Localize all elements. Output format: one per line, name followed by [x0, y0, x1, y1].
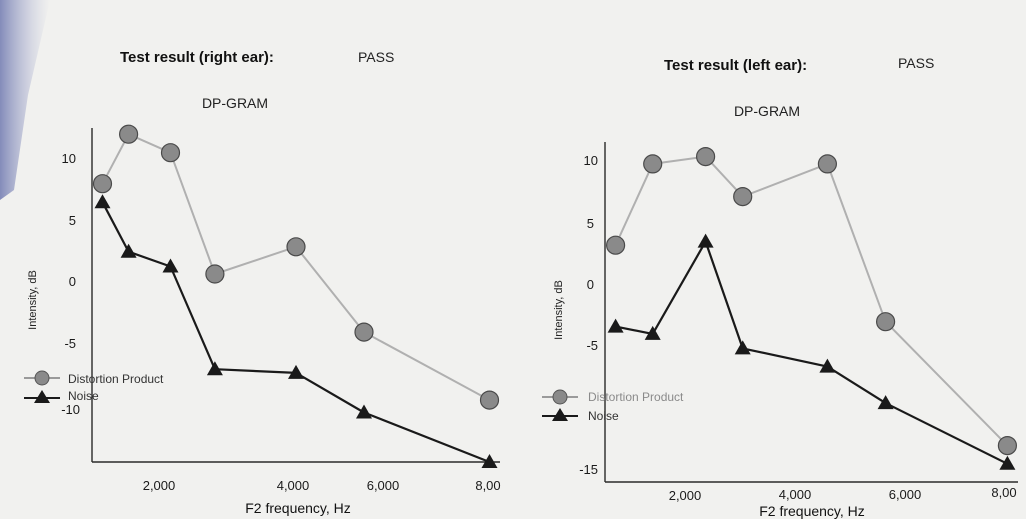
legend-marker-distortion [34, 370, 50, 386]
noise-point [120, 243, 137, 258]
x-axis-label-right: F2 frequency, Hz [245, 500, 351, 516]
distortion-point [733, 187, 753, 207]
distortion-point [997, 436, 1018, 456]
x-ticks-right: 2,000 4,000 6,000 8,00 [143, 478, 501, 493]
legend-marker-noise [34, 390, 50, 403]
noise-point [999, 455, 1016, 470]
x-tick-label: 2,000 [143, 478, 176, 493]
y-tick-label: 0 [69, 274, 76, 289]
y-tick-label: 5 [587, 216, 594, 231]
distortion-point [119, 124, 139, 144]
x-ticks-left: 2,000 4,000 6,000 8,00 [669, 485, 1017, 503]
x-axis-label-left: F2 frequency, Hz [759, 503, 865, 519]
noise-point [481, 454, 498, 468]
legend-label-noise: Noise [68, 389, 99, 403]
result-value-right: PASS [358, 49, 394, 65]
distortion-point [695, 147, 716, 167]
distortion-point [875, 312, 896, 332]
distortion-point [354, 322, 374, 342]
y-axis-label-right: Intensity, dB [27, 270, 39, 330]
distortion-point [286, 237, 306, 257]
legend-marker-distortion [552, 389, 568, 405]
noise-point [206, 361, 223, 376]
legend-label-noise: Noise [588, 409, 619, 423]
x-tick-label: 6,000 [367, 478, 400, 493]
legend-left: Distortion Product Noise [542, 389, 684, 423]
noise-point [94, 194, 111, 209]
legend-marker-noise [552, 408, 568, 421]
noise-point [607, 318, 624, 333]
legend-label-distortion: Distortion Product [588, 390, 684, 404]
result-label-right: Test result (right ear): [120, 49, 274, 66]
noise-point [734, 340, 751, 355]
result-value-left: PASS [898, 55, 934, 71]
x-tick-label: 4,000 [779, 487, 812, 502]
x-tick-label: 8,00 [991, 485, 1016, 500]
distortion-point [92, 174, 113, 194]
y-tick-label: 10 [584, 153, 598, 168]
y-tick-label: 10 [62, 151, 76, 166]
distortion-point [605, 235, 626, 255]
y-axis-label-left: Intensity, dB [553, 280, 565, 340]
legend-label-distortion: Distortion Product [68, 372, 164, 386]
panel-left-ear: Test result (left ear): PASS DP-GRAM 10 … [542, 55, 1018, 519]
noise-point [819, 358, 836, 373]
x-tick-label: 8,00 [475, 478, 500, 493]
noise-point [162, 258, 179, 273]
y-tick-label: -10 [61, 402, 80, 417]
noise-series-line [615, 240, 1008, 465]
plot-area-right [92, 124, 500, 468]
y-tick-label: 5 [69, 213, 76, 228]
x-tick-label: 4,000 [277, 478, 310, 493]
y-ticks-right: 10 5 0 -5 -10 [61, 151, 80, 417]
chart-title-right: DP-GRAM [202, 95, 268, 111]
y-tick-label: -5 [64, 336, 76, 351]
panel-right-ear: Test result (right ear): PASS DP-GRAM 10… [24, 49, 501, 516]
noise-point [877, 395, 894, 410]
noise-point [644, 325, 661, 340]
distortion-series-line [101, 133, 490, 401]
y-ticks-left: 10 5 0 -5 -15 [579, 153, 598, 477]
y-tick-label: -15 [579, 462, 598, 477]
distortion-point [160, 143, 181, 163]
distortion-point [643, 154, 663, 174]
plot-area-left [605, 147, 1018, 470]
photo-glare [0, 0, 50, 200]
noise-point [288, 364, 304, 379]
noise-point [356, 404, 372, 419]
noise-point [697, 233, 714, 248]
chart-title-left: DP-GRAM [734, 103, 800, 119]
distortion-point [817, 154, 838, 174]
y-tick-label: -5 [586, 338, 598, 353]
x-tick-label: 2,000 [669, 488, 702, 503]
result-label-left: Test result (left ear): [664, 57, 807, 74]
distortion-point [479, 390, 500, 410]
x-tick-label: 6,000 [889, 487, 922, 502]
y-tick-label: 0 [587, 277, 594, 292]
legend-right: Distortion Product Noise [24, 370, 164, 403]
distortion-point [205, 264, 225, 284]
